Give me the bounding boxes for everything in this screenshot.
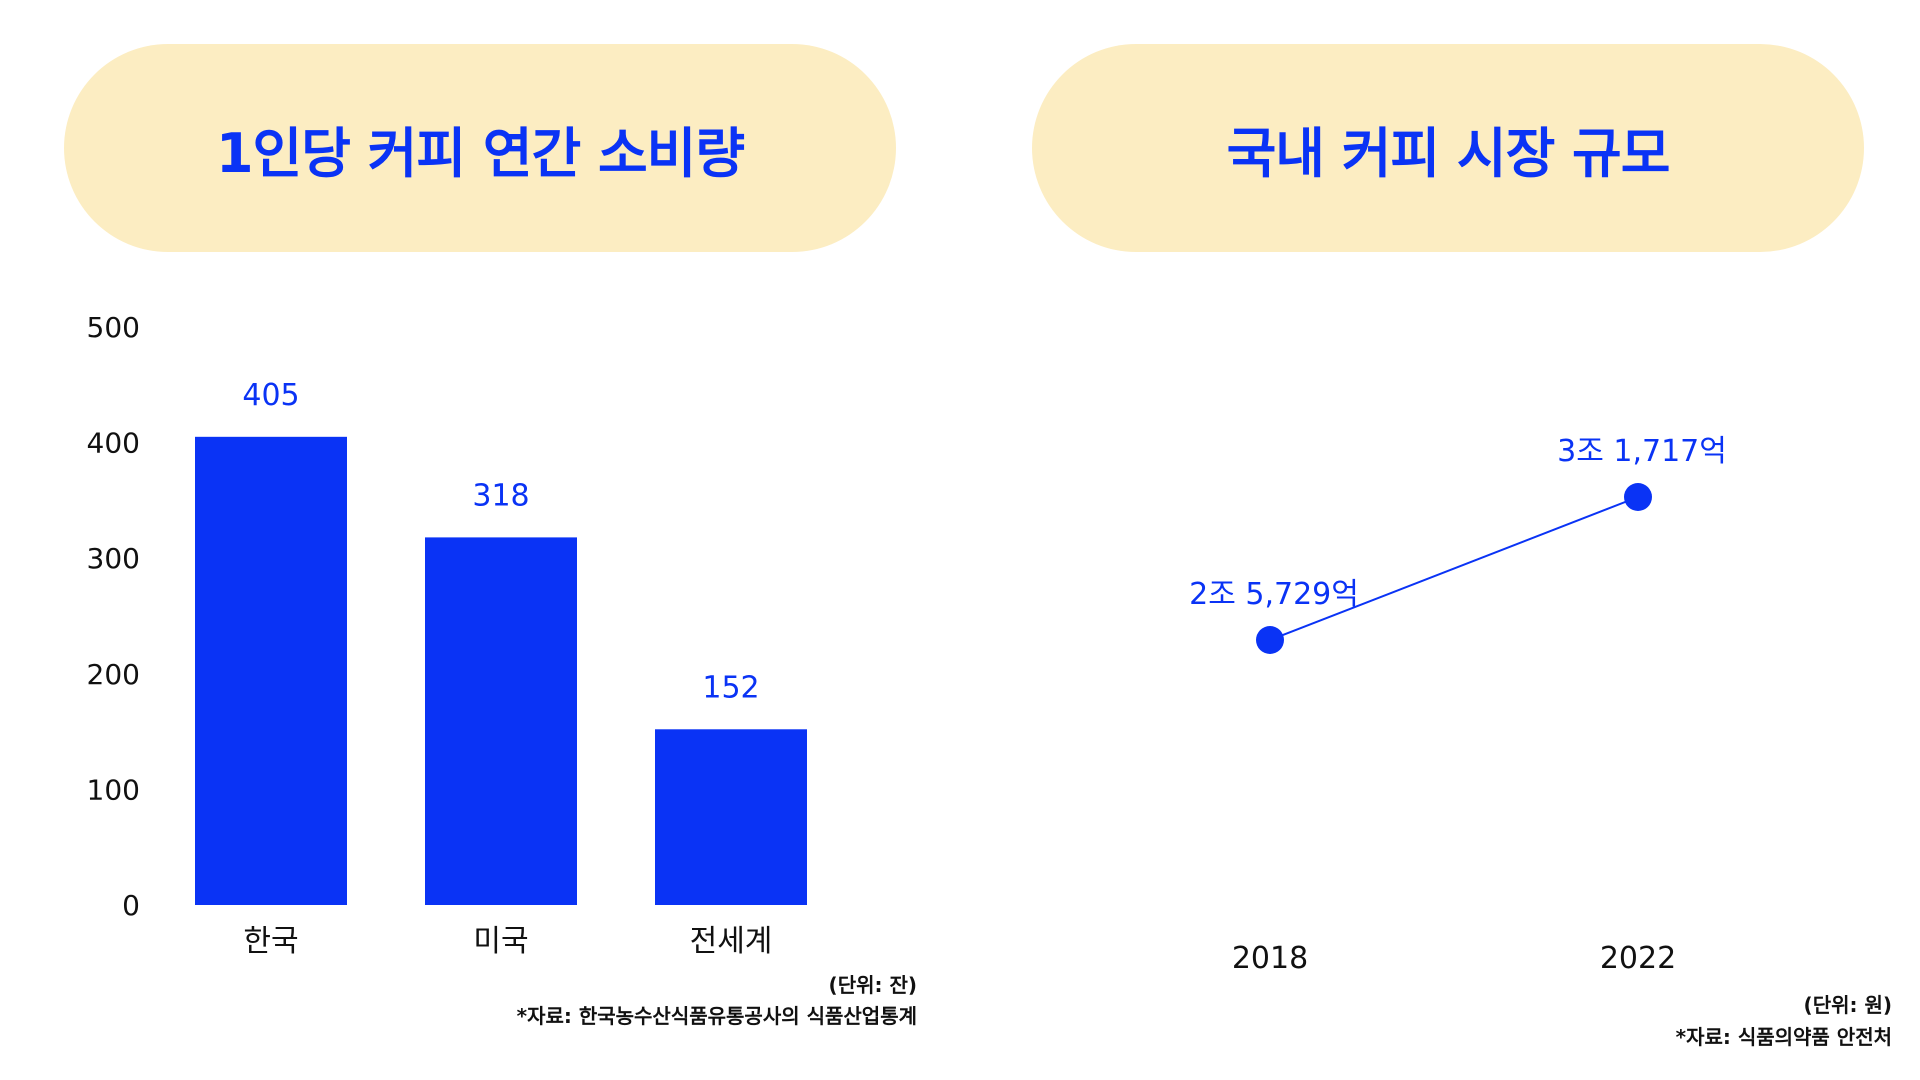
bar-chart-source-note: *자료: 한국농수산식품유통공사의 식품산업통계 xyxy=(516,1004,917,1028)
x-tick-label: 2018 xyxy=(1232,941,1308,976)
line-chart-source-note: *자료: 식품의약품 안전처 xyxy=(1675,1025,1892,1049)
y-tick-label: 400 xyxy=(87,427,140,460)
x-category-label: 전세계 xyxy=(690,924,773,959)
line-chart-title: 국내 커피 시장 규모 xyxy=(1226,121,1671,185)
bar-chart: 0 100 200 300 400 500 405 한국 318 미국 152 전세계 xyxy=(87,311,807,959)
x-category-label: 한국 xyxy=(243,924,298,959)
line-chart-unit-note: (단위: 원) xyxy=(1803,993,1892,1017)
point-value-label: 2조 5,729억 xyxy=(1189,577,1359,612)
y-tick-label: 200 xyxy=(87,658,140,691)
y-tick-label: 0 xyxy=(122,889,140,922)
y-tick-label: 100 xyxy=(87,773,140,806)
y-tick-label: 500 xyxy=(87,311,140,344)
x-category-label: 미국 xyxy=(473,924,528,959)
bar xyxy=(425,537,577,905)
data-point xyxy=(1256,626,1284,654)
bar-chart-title: 1인당 커피 연간 소비량 xyxy=(215,121,745,185)
bar-chart-title-pill: 1인당 커피 연간 소비량 xyxy=(64,44,896,252)
bar xyxy=(195,436,347,905)
point-value-label: 3조 1,717억 xyxy=(1557,434,1727,469)
bar-value-label: 318 xyxy=(472,478,529,513)
line-chart: 2조 5,729억 2018 3조 1,717억 2022 xyxy=(1189,434,1727,976)
line-chart-title-pill: 국내 커피 시장 규모 xyxy=(1032,44,1864,252)
y-tick-label: 300 xyxy=(87,542,140,575)
data-point xyxy=(1624,483,1652,511)
series-line xyxy=(1269,496,1639,641)
bar xyxy=(655,729,807,905)
bar-value-label: 405 xyxy=(242,378,299,413)
bar-value-label: 152 xyxy=(702,670,759,705)
bar-chart-unit-note: (단위: 잔) xyxy=(828,973,917,997)
x-tick-label: 2022 xyxy=(1600,941,1676,976)
